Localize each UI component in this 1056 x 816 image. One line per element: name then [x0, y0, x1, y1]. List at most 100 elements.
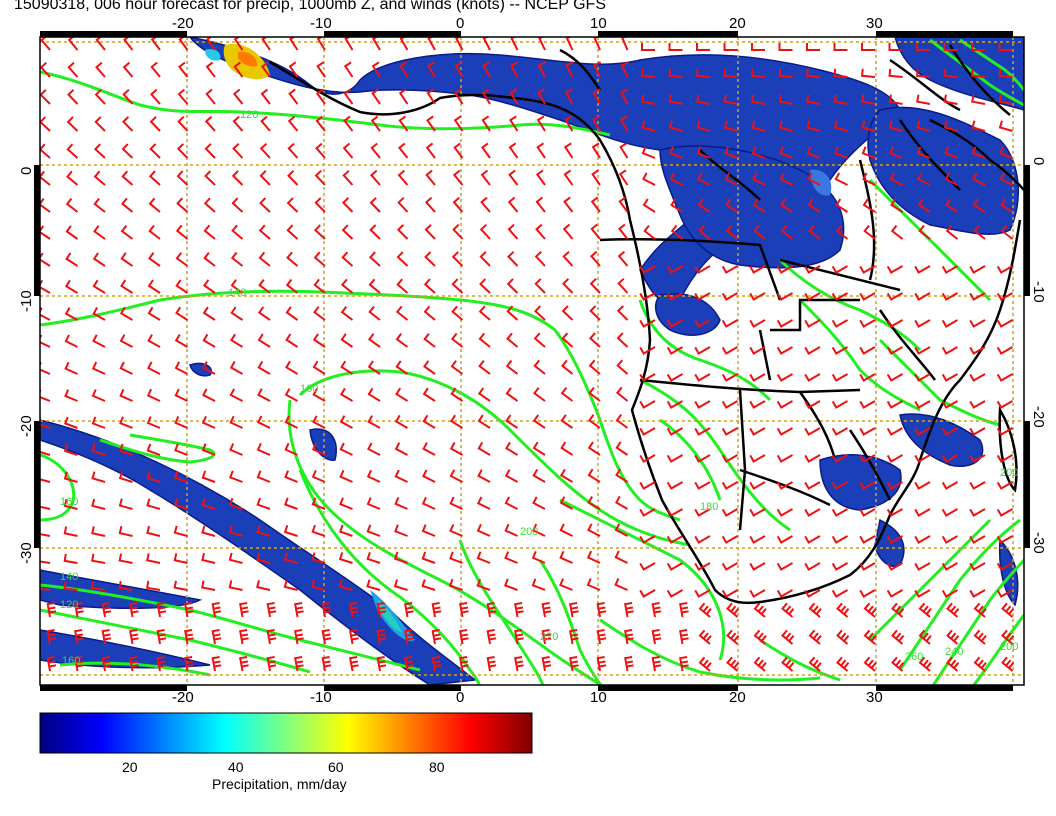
wind-barb [806, 146, 821, 159]
wind-barb [239, 602, 249, 618]
wind-barb [533, 359, 546, 375]
wind-barb [232, 88, 244, 105]
wind-barb [231, 197, 244, 213]
wind-barb [694, 346, 711, 355]
wind-barb [203, 279, 216, 294]
wind-barb [753, 602, 767, 618]
wind-barb [148, 170, 161, 186]
wind-barb [589, 250, 601, 267]
wind-barb [74, 629, 84, 645]
wind-barb [394, 469, 408, 483]
wind-barb [618, 196, 629, 213]
wind-barb [971, 120, 986, 132]
wind-barb [46, 602, 57, 618]
wind-barb [831, 562, 848, 571]
wind-barb [258, 251, 271, 267]
contour-label: 140 [60, 571, 78, 583]
wind-barb [996, 400, 1013, 409]
wind-barb [721, 292, 738, 301]
wind-barb [804, 373, 821, 382]
wind-barb [371, 61, 381, 78]
wind-barb [941, 373, 958, 382]
wind-barb [229, 388, 243, 402]
wind-barb [232, 115, 244, 132]
wind-barb [596, 656, 607, 672]
wind-barb [668, 120, 683, 132]
wind-barb [721, 427, 738, 436]
wind-barb [804, 589, 821, 598]
wind-barb [201, 525, 216, 537]
wind-barb [916, 94, 931, 105]
wind-barb [340, 278, 354, 294]
wind-barb [184, 629, 194, 645]
wind-barb [776, 346, 793, 355]
wind-barb [889, 172, 903, 186]
wind-barb [806, 94, 821, 105]
wind-barb [749, 292, 766, 301]
wind-barb [538, 37, 546, 51]
wind-barb [349, 602, 359, 618]
wind-barb [973, 656, 987, 672]
wind-barb [286, 251, 299, 267]
wind-barb [531, 551, 546, 564]
wind-barb [749, 400, 766, 409]
contour-label: 140 [228, 287, 246, 299]
wind-barb [886, 319, 903, 328]
wind-barb [587, 441, 601, 456]
wind-barb [639, 508, 656, 517]
axis-strips [34, 31, 1030, 691]
wind-barb [859, 319, 876, 328]
contour-east-4 [972, 614, 1024, 685]
wind-barb [257, 388, 271, 402]
wind-barb [399, 37, 409, 51]
wind-barb [721, 535, 738, 544]
wind-barb [561, 278, 574, 294]
wind-barb [944, 172, 958, 186]
wind-barb [147, 306, 161, 321]
wind-barb [535, 169, 546, 186]
wind-barb [668, 68, 683, 78]
wind-barb [641, 94, 656, 105]
colorbar-tick: 60 [328, 759, 344, 775]
wind-barb [339, 497, 353, 510]
wind-barb [1001, 602, 1015, 618]
wind-barb [285, 278, 299, 294]
wind-barb [229, 443, 243, 456]
wind-barb [202, 388, 216, 402]
wind-barb [776, 562, 793, 571]
wind-barb [916, 68, 931, 78]
wind-barb [312, 388, 326, 402]
wind-barb [564, 115, 574, 132]
wind-barb [67, 89, 79, 105]
wind-barb [340, 360, 354, 375]
wind-barb [723, 120, 738, 132]
wind-barb [804, 481, 821, 490]
wind-barb [283, 579, 298, 591]
wind-barb [587, 523, 601, 537]
contour-label: 160 [60, 496, 78, 508]
wind-barb [996, 508, 1013, 517]
wind-barb [451, 251, 464, 267]
wind-barb [642, 198, 656, 213]
precip-ne-corner [894, 37, 1024, 111]
wind-barb [204, 115, 216, 132]
wind-barb [616, 305, 629, 321]
wind-barb [342, 169, 354, 186]
wind-barb [721, 346, 738, 355]
wind-barb [506, 278, 519, 294]
wind-barb [971, 94, 986, 105]
wind-barb [94, 88, 106, 105]
wind-barb [808, 224, 821, 240]
wind-barb [316, 61, 326, 78]
wind-barb [228, 552, 243, 564]
wind-barb [588, 359, 601, 375]
lon-label: 10 [590, 15, 607, 32]
wind-barb [588, 332, 601, 348]
wind-barb [476, 551, 491, 564]
wind-barb [776, 292, 793, 301]
wind-barb [694, 292, 711, 301]
wind-barb [749, 454, 766, 463]
wind-barb [914, 535, 931, 544]
wind-barb [449, 442, 463, 456]
wind-barb [537, 61, 546, 78]
